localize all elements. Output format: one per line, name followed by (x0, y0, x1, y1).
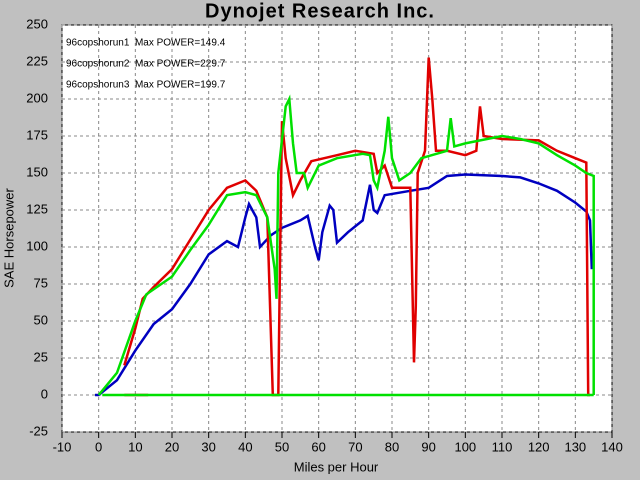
y-tick-label: 75 (34, 275, 48, 290)
chart-title: Dynojet Research Inc. (205, 0, 435, 22)
x-tick-label: 100 (454, 439, 476, 454)
y-tick-label: 125 (26, 201, 48, 216)
x-tick-label: 60 (311, 439, 325, 454)
legend-entry: 96copshorun2 Max POWER=229.7 (66, 59, 226, 70)
y-tick-label: -25 (29, 423, 48, 438)
x-tick-label: 140 (601, 439, 623, 454)
y-axis-label: SAE Horsepower (1, 187, 16, 287)
legend-entry: 96copshorun1 Max POWER=149.4 (66, 38, 226, 49)
x-tick-label: 40 (238, 439, 252, 454)
x-tick-label: -10 (53, 439, 72, 454)
x-tick-label: 10 (128, 439, 142, 454)
legend-entry: 96copshorun3 Max POWER=199.7 (66, 80, 226, 91)
x-tick-label: 30 (201, 439, 215, 454)
x-tick-label: 90 (421, 439, 435, 454)
y-tick-label: 100 (26, 238, 48, 253)
plot-area (61, 24, 613, 433)
y-tick-label: 225 (26, 53, 48, 68)
series-line (97, 94, 595, 397)
y-tick-label: 200 (26, 90, 48, 105)
x-tick-label: 70 (348, 439, 362, 454)
x-tick-label: 50 (275, 439, 289, 454)
x-tick-label: 0 (95, 439, 102, 454)
x-tick-label: 130 (564, 439, 586, 454)
y-tick-label: 150 (26, 164, 48, 179)
series-line (95, 173, 594, 397)
x-axis-label: Miles per Hour (294, 459, 379, 474)
x-tick-label: 110 (492, 439, 513, 454)
y-tick-label: 250 (26, 16, 48, 31)
y-tick-label: 175 (26, 127, 48, 142)
y-tick-label: 50 (34, 312, 48, 327)
x-tick-label: 20 (165, 439, 179, 454)
y-tick-label: 25 (34, 349, 48, 364)
y-tick-label: 0 (41, 386, 48, 401)
x-tick-label: 80 (385, 439, 399, 454)
x-tick-label: 120 (528, 439, 550, 454)
